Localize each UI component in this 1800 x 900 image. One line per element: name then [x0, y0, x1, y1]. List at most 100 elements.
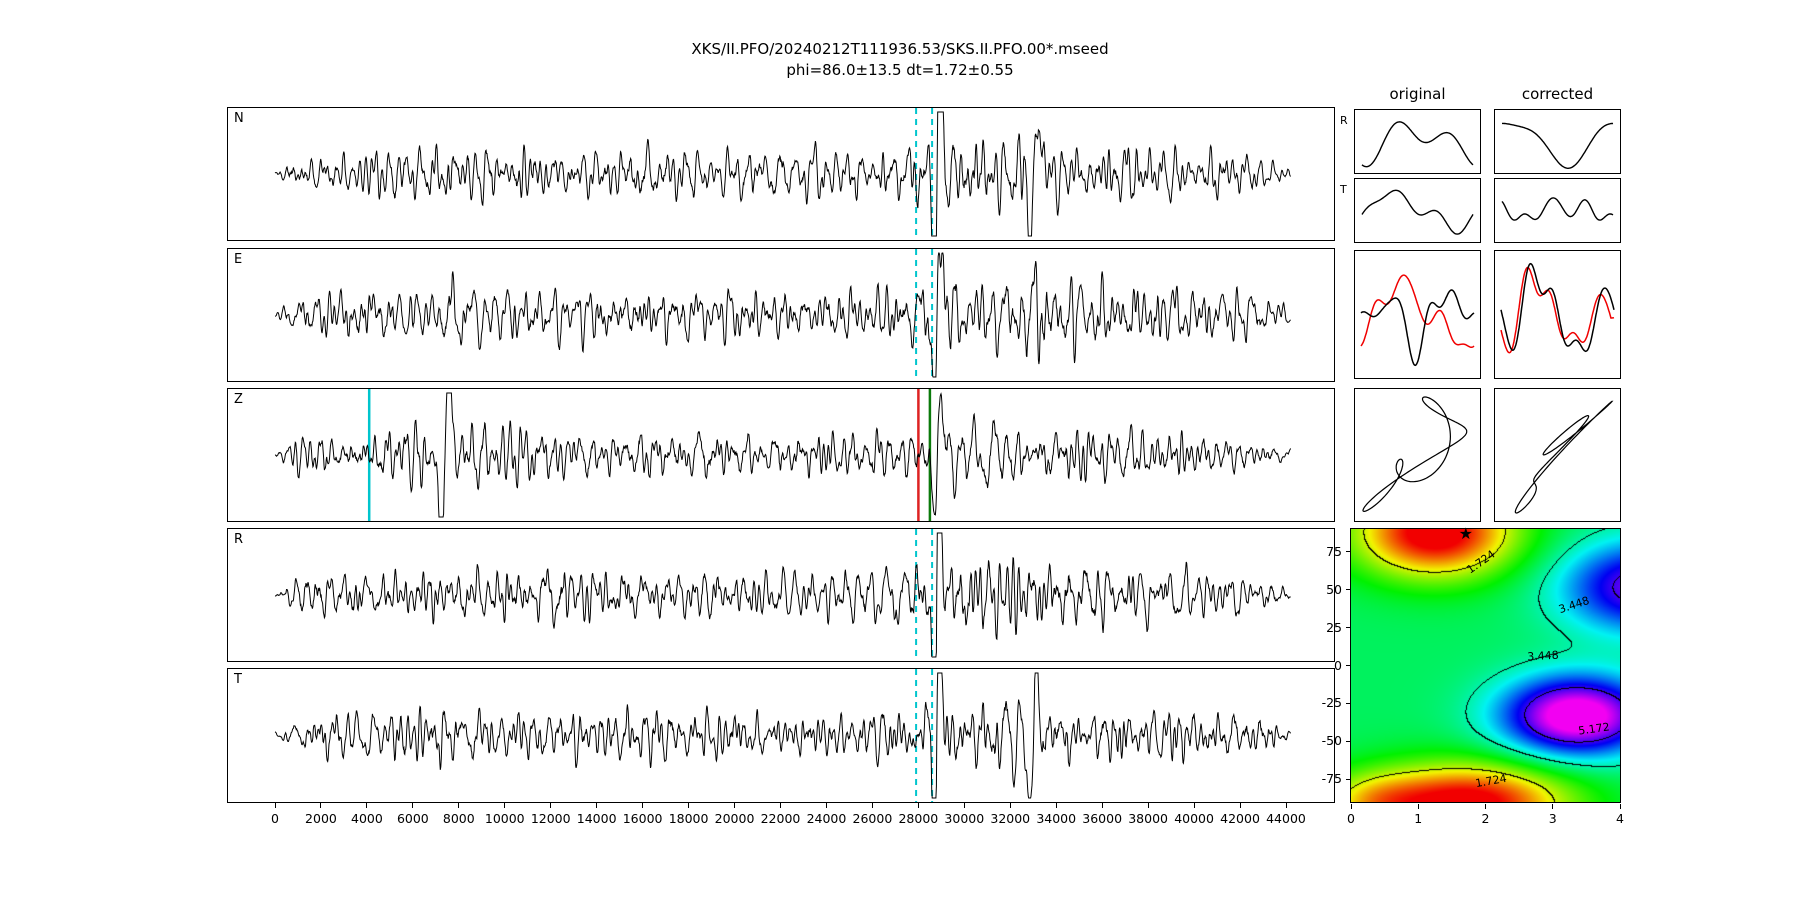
x-axis-tick: [688, 803, 690, 808]
x-axis-tick: [780, 803, 781, 808]
x-axis-tick-label: 8000: [442, 811, 475, 826]
x-axis-tick: [1055, 803, 1057, 808]
small-panel-t-corrected: [1494, 178, 1621, 243]
t-corrected-trace: [1501, 197, 1614, 221]
error-surface-y-tick-label: 75: [1326, 543, 1342, 559]
x-axis-tick: [1193, 803, 1195, 808]
x-axis-tick-label: 20000: [714, 811, 755, 826]
error-surface-x-tick: [1417, 804, 1419, 809]
error-surface-y-tick-label: 50: [1326, 581, 1342, 597]
small-panel-t-original: [1354, 178, 1481, 243]
x-axis-tick-label: 10000: [484, 811, 525, 826]
x-axis-tick-label: 28000: [898, 811, 939, 826]
x-axis-tick: [1239, 803, 1241, 808]
waveform-panel-n: N: [227, 107, 1335, 241]
overlay-corrected-traces: [1500, 262, 1615, 354]
x-axis-tick-label: 44000: [1266, 811, 1306, 826]
waveform-trace-r: [274, 529, 1291, 661]
error-surface-y-tick-label: -25: [1321, 695, 1342, 711]
figure-title: XKS/II.PFO/20240212T111936.53/SKS.II.PFO…: [691, 40, 1109, 58]
error-surface-y-tick-label: 25: [1326, 619, 1342, 635]
x-axis-tick: [596, 803, 598, 808]
x-axis-tick-label: 38000: [1128, 811, 1168, 826]
x-axis-tick-label: 2000: [305, 811, 337, 826]
x-axis-tick: [642, 803, 644, 808]
waveform-trace-z: [274, 389, 1292, 521]
x-axis-tick: [1285, 803, 1287, 808]
x-axis-tick-label: 14000: [576, 811, 617, 826]
waveform-trace-e: [274, 249, 1291, 381]
waveform-trace-n: [274, 108, 1292, 240]
x-axis-tick-label: 18000: [668, 811, 709, 826]
figure-subtitle: phi=86.0±13.5 dt=1.72±0.55: [786, 61, 1014, 79]
error-surface-y-tick: [1346, 665, 1350, 666]
x-axis-tick: [917, 803, 919, 808]
panel-label-e: E: [234, 252, 243, 267]
error-surface-x-tick: [1350, 804, 1352, 809]
panel-label-t: T: [234, 672, 242, 687]
error-surface-y-tick-label: -50: [1321, 733, 1342, 749]
x-axis-tick-label: 12000: [530, 811, 571, 826]
error-surface-x-tick-label: 2: [1481, 811, 1490, 826]
x-axis-tick-label: 42000: [1220, 811, 1260, 826]
x-axis-tick-label: 16000: [622, 811, 663, 826]
x-axis-tick: [1101, 803, 1103, 808]
column-header-corrected: corrected: [1521, 85, 1594, 103]
panel-label-r: R: [234, 532, 244, 547]
error-surface-x-tick: [1552, 804, 1554, 809]
x-axis-tick-label: 6000: [396, 811, 429, 826]
x-axis-tick-label: 26000: [852, 811, 893, 826]
particle-motion-corrected: [1494, 388, 1621, 522]
error-surface-y-tick: [1346, 778, 1350, 780]
r-original-trace: [1361, 121, 1474, 168]
particle-motion-original-curve: [1362, 396, 1468, 513]
x-axis-tick: [963, 803, 965, 808]
error-surface-y-tick: [1346, 551, 1350, 553]
x-axis-tick-label: 34000: [1036, 811, 1077, 826]
contour-label: 3.448: [1526, 649, 1559, 664]
error-surface-panel: [1350, 528, 1621, 803]
x-axis-tick-label: 0: [271, 811, 279, 826]
error-surface-x-tick-label: 1: [1414, 811, 1423, 826]
waveform-panel-r: R: [227, 528, 1335, 662]
r-corrected-trace: [1502, 122, 1614, 169]
x-axis-tick-label: 32000: [990, 811, 1031, 826]
x-axis-tick: [871, 803, 873, 808]
x-axis-tick: [366, 803, 368, 808]
error-surface-canvas: [1351, 529, 1620, 802]
x-axis-tick: [412, 803, 414, 808]
waveform-panel-z: Z: [227, 388, 1335, 522]
small-panel-r-original: [1354, 109, 1481, 174]
x-axis-tick: [1147, 803, 1149, 808]
error-surface-x-tick-label: 0: [1347, 811, 1355, 826]
overlay-original-traces: [1360, 274, 1475, 367]
waveform-trace-t: [274, 669, 1292, 802]
error-surface-x-tick: [1485, 804, 1486, 809]
row-label-t: T: [1340, 183, 1347, 196]
best-fit-star-icon: ★: [1458, 524, 1473, 544]
x-axis-tick-label: 4000: [351, 811, 383, 826]
x-axis-tick: [550, 803, 552, 808]
x-axis-tick: [458, 803, 460, 808]
x-axis-tick: [274, 803, 276, 808]
error-surface-x-tick-label: 3: [1548, 811, 1557, 826]
column-header-original: original: [1389, 85, 1446, 103]
t-original-trace: [1361, 189, 1474, 235]
x-axis-tick: [825, 803, 827, 808]
waveform-panel-e: E: [227, 248, 1335, 382]
error-surface-x-tick: [1619, 804, 1621, 809]
error-surface-y-tick: [1346, 702, 1350, 704]
error-surface-y-tick: [1346, 740, 1350, 742]
error-surface-y-tick: [1346, 627, 1350, 629]
error-surface-x-tick-label: 4: [1616, 811, 1624, 826]
error-surface-y-tick-label: -75: [1321, 771, 1342, 787]
x-axis-tick: [734, 803, 736, 808]
panel-label-z: Z: [234, 392, 243, 407]
fast-slow-overlay-corrected: [1494, 250, 1621, 379]
row-label-r: R: [1340, 114, 1348, 127]
error-surface-y-tick-label: 0: [1334, 657, 1342, 673]
small-panel-r-corrected: [1494, 109, 1621, 174]
x-axis-tick: [504, 803, 506, 808]
x-axis-tick-label: 30000: [944, 811, 985, 826]
